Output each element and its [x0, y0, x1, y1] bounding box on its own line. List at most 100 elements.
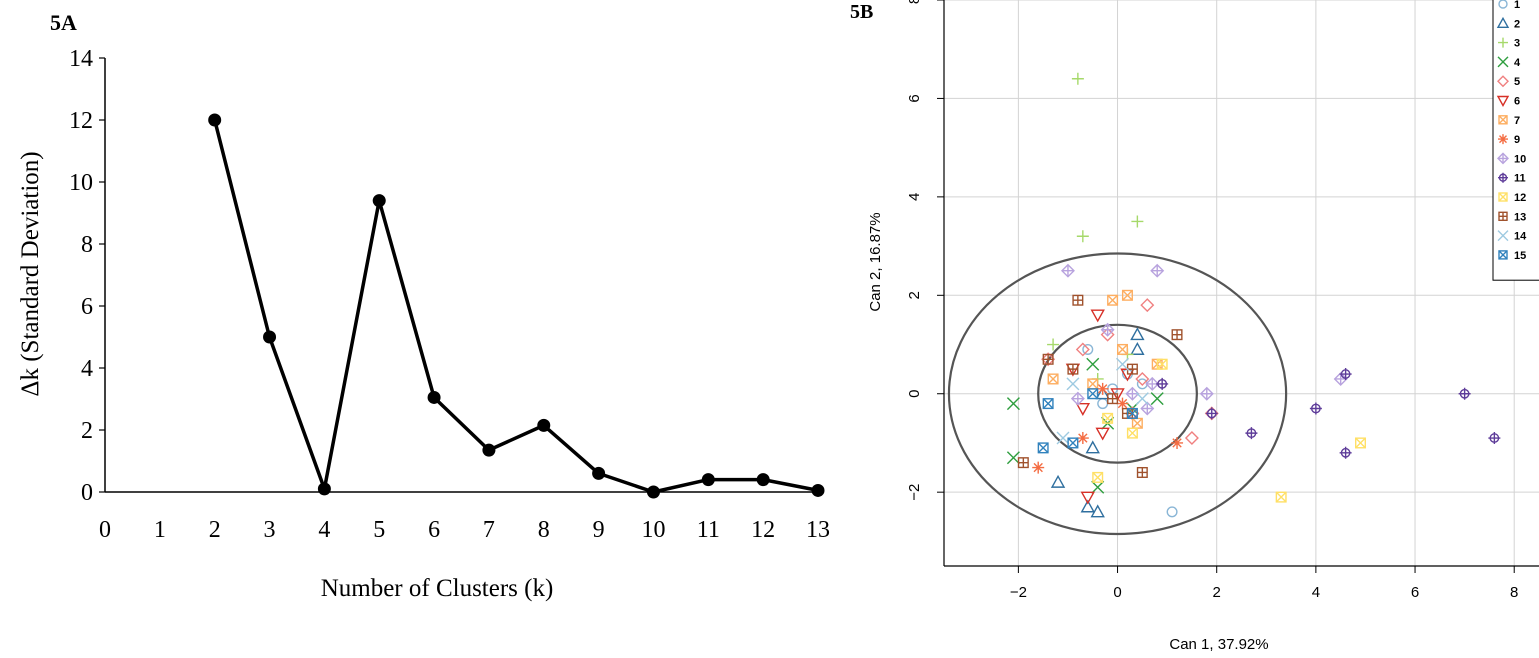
panel-b-data-point: [1333, 371, 1348, 386]
panel-b-data-point: [1042, 353, 1054, 365]
panel-a-y-tick-label: 4: [81, 356, 93, 382]
panel-b-confidence-circles: [947, 252, 1288, 536]
panel-b-data-point: [1107, 393, 1119, 405]
panel-b-data-point: [1037, 442, 1049, 454]
panel-b-data-point: [1171, 436, 1184, 449]
panel-b-data-point: [1121, 289, 1133, 301]
panel-b-data-point: [1017, 457, 1029, 469]
panel-b-legend-entry: 9: [1514, 134, 1520, 146]
panel-b-y-tick-label: 8: [906, 0, 923, 4]
panel-b-data-point: [1050, 474, 1066, 488]
panel-a-data-point: [427, 390, 441, 404]
panel-b-data-point: [1076, 432, 1089, 445]
panel-b-x-tick-label: 6: [1411, 584, 1419, 601]
panel-b-y-tick-label: 4: [906, 193, 923, 201]
panel-b-data-point: [1032, 461, 1045, 474]
panel-b-data-point: [1354, 437, 1367, 449]
panel-b-legend-marker: [1497, 75, 1509, 88]
panel-a-x-tick-label: 7: [483, 517, 495, 543]
panel-b-legend-marker: [1498, 115, 1508, 125]
panel-a-x-tick-label: 9: [593, 517, 605, 543]
panel-a-data-point: [208, 113, 222, 127]
panel-b-data-point: [1095, 427, 1110, 441]
panel-b-data-point: [1100, 322, 1115, 337]
panel-a-y-tick-label: 8: [81, 232, 93, 258]
panel-b-data-point: [1087, 378, 1099, 390]
panel-b-data-point: [1076, 230, 1089, 243]
panel-b-data-point: [1060, 263, 1075, 278]
panel-a-y-axis-label: Δk (Standard Deviation): [17, 151, 44, 396]
panel-a-series: [208, 113, 825, 499]
panel-b-data-point: [1166, 506, 1178, 518]
panel-b-data-point: [1130, 327, 1145, 341]
panel-b-y-tick-label: −2: [906, 484, 923, 501]
panel-b-legend-marker: [1498, 211, 1508, 222]
panel-a-x-tick-label: 2: [209, 517, 221, 543]
panel-b-data-point: [1047, 338, 1060, 351]
panel-b-data-point: [1458, 387, 1471, 400]
panel-b-axes: −2 0 2 4 6 8 −2 0 2 4 6 8: [906, 0, 1539, 601]
panel-b-legend-entry: 11: [1514, 173, 1526, 185]
panel-b-legend-entry: 1: [1514, 0, 1520, 11]
panel-b-data-point: [1092, 471, 1104, 483]
panel-b-data-point: [1071, 72, 1084, 85]
panel-b-data-point: [1070, 391, 1085, 406]
panel-b-x-tick-label: 2: [1213, 584, 1221, 601]
panel-b-data-point: [1080, 491, 1095, 505]
panel-b-data-point: [1199, 386, 1214, 401]
panel-b-legend-marker: [1497, 152, 1509, 165]
panel-b-data-point: [1075, 342, 1090, 357]
panel-b-legend-entry: 15: [1514, 250, 1526, 262]
panel-b-points: [1006, 72, 1501, 518]
panel-b-data-point: [1488, 432, 1501, 445]
panel-a-x-axis-label: Number of Clusters (k): [321, 575, 554, 602]
panel-a-x-tick-label: 1: [154, 517, 166, 543]
panel-a-data-point: [482, 443, 496, 457]
panel-b-data-point: [1131, 215, 1144, 228]
panel-b-grid: [944, 0, 1539, 566]
panel-b-data-point: [1135, 371, 1150, 386]
panel-b-legend-entry: 13: [1514, 211, 1526, 223]
panel-a-data-point: [646, 485, 660, 499]
panel-a-data-point: [811, 483, 825, 497]
panel-b-data-point: [1095, 386, 1110, 400]
panel-b-data-point: [1075, 403, 1091, 416]
panel-b-data-point: [1087, 388, 1099, 400]
panel-a-y-tick-label: 2: [81, 418, 93, 444]
panel-b-data-point: [1140, 298, 1155, 313]
panel-a-data-point: [317, 482, 331, 496]
panel-a-x-tick-label: 0: [99, 517, 111, 543]
panel-b-data-point: [1245, 427, 1258, 440]
panel-b-x-tick-label: 8: [1510, 584, 1518, 601]
panel-b-legend-marker: [1497, 230, 1509, 242]
panel-b-data-point: [1006, 451, 1020, 465]
panel-b-data-point: [1126, 427, 1138, 439]
panel-b-data-point: [1096, 382, 1109, 395]
panel-b-data-point: [1116, 397, 1129, 410]
panel-a-series-line: [213, 119, 819, 494]
panel-b-data-point: [1156, 358, 1168, 370]
panel-b-data-point: [1067, 437, 1079, 449]
panel-b-data-point: [1126, 363, 1138, 375]
panel-b-data-point: [1150, 392, 1164, 406]
panel-b-data-point: [1091, 480, 1105, 494]
panel-b-data-point: [1156, 377, 1169, 390]
panel-a-x-tick-label: 3: [264, 517, 276, 543]
panel-a-y-tick-label: 0: [81, 480, 93, 506]
panel-b-data-point: [1205, 407, 1218, 420]
panel-b-legend-entry: 2: [1514, 18, 1520, 30]
panel-b-legend-entry: 12: [1514, 192, 1526, 204]
panel-a-data-point: [537, 418, 551, 432]
panel-a-x-tick-label: 10: [641, 517, 665, 543]
panel-b-legend-marker: [1496, 16, 1510, 28]
panel-b-data-point: [1116, 357, 1129, 371]
panel-b-data-point: [1184, 431, 1199, 446]
panel-b-data-point: [1125, 386, 1140, 401]
panel-b-y-tick-label: 2: [906, 291, 923, 299]
panel-b-data-point: [1309, 402, 1322, 415]
panel-b-y-tick-label: 0: [906, 390, 923, 398]
panel-a-label: 5A: [50, 10, 77, 35]
